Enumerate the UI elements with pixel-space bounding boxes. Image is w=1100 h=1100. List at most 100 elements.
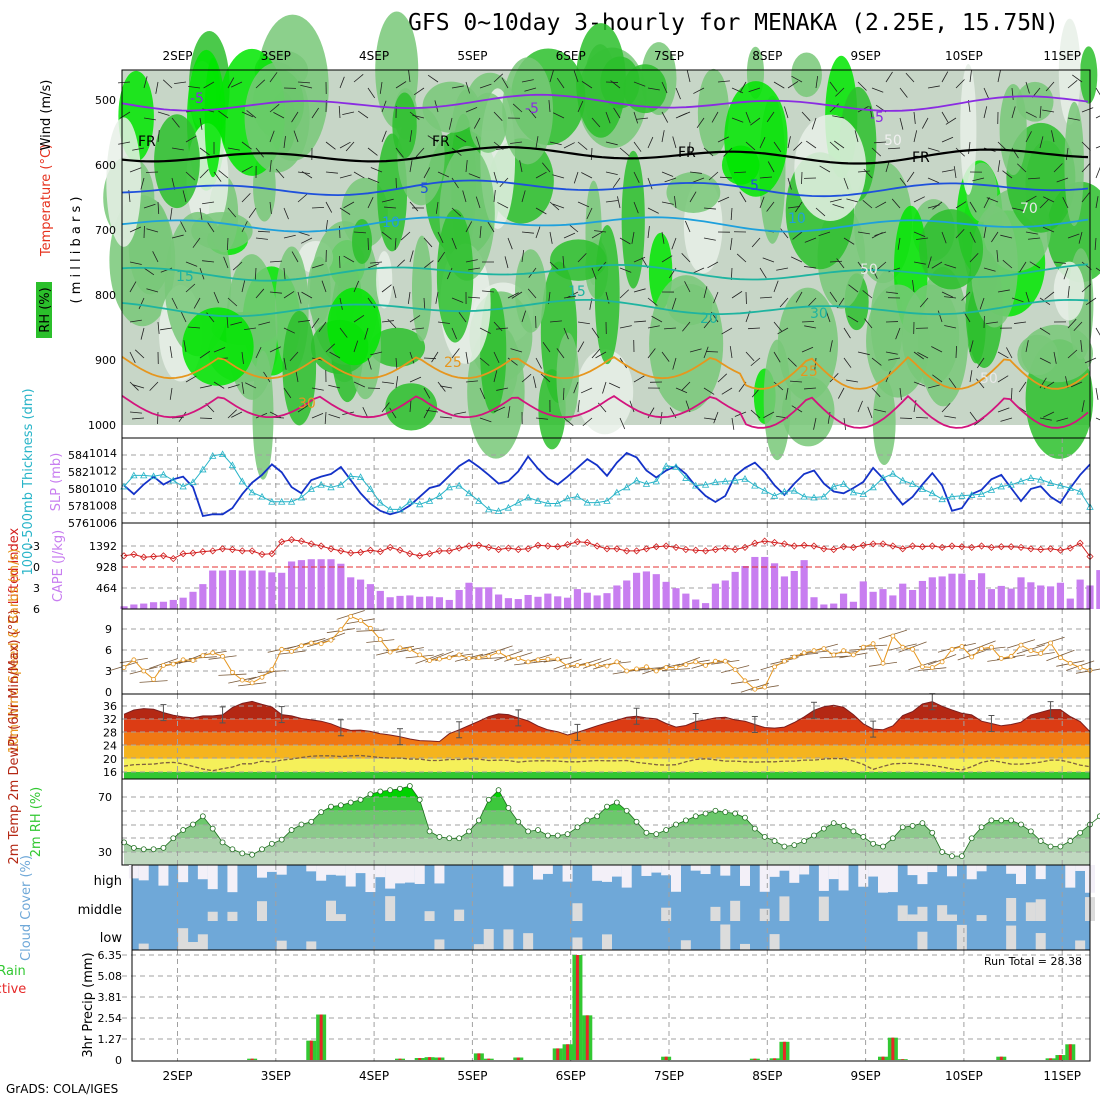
wind-barb <box>795 201 803 213</box>
wind-barb <box>745 141 756 151</box>
cloud-gap <box>700 865 711 875</box>
wind-barb <box>230 81 243 88</box>
wind-barb <box>435 201 439 214</box>
pressure-tick-label: 600 <box>95 159 116 172</box>
thickness-marker <box>869 483 877 491</box>
wind-barb <box>283 291 295 299</box>
cape-tick-label: 928 <box>96 561 117 574</box>
wind-barb <box>255 79 266 89</box>
wind-barb <box>869 106 873 119</box>
wind-barb <box>283 387 292 399</box>
wind-barb <box>745 111 751 124</box>
contour-label: 15 <box>568 284 586 300</box>
wind-barb <box>367 263 380 269</box>
thickness-marker <box>780 487 789 495</box>
wind-barb <box>339 297 343 310</box>
wind-barb <box>689 191 697 203</box>
li-marker <box>692 546 700 554</box>
wind-barb <box>479 417 492 423</box>
rh-shade <box>1021 324 1093 383</box>
wind-barb <box>535 207 547 215</box>
wind-barb <box>996 250 999 263</box>
rh-marker <box>209 825 216 832</box>
thickness-marker <box>889 469 897 477</box>
wind-barb <box>793 141 803 151</box>
wind-barb <box>927 384 940 389</box>
wind-barb <box>829 198 842 203</box>
cloud-gap <box>838 865 849 891</box>
contour-label: FR <box>678 145 696 161</box>
wind-barb <box>762 257 775 263</box>
wind-barb <box>381 231 392 240</box>
rh-marker <box>239 850 246 857</box>
wind-barb <box>791 75 803 83</box>
wind-barb <box>367 297 376 308</box>
wind-barb <box>367 147 378 156</box>
wind-barb <box>705 351 719 353</box>
total-rain-label: Total / Rain <box>0 964 26 979</box>
wind-barb <box>664 177 677 183</box>
wind-barb <box>427 135 439 143</box>
li-marker <box>682 545 690 554</box>
wind-barb <box>876 261 887 271</box>
cape-bar <box>948 573 956 609</box>
li-line <box>123 539 1091 560</box>
wind-barb <box>885 291 898 294</box>
precip-tick-label: 1.27 <box>98 1033 123 1046</box>
wind-marker <box>210 650 216 656</box>
wind-barb <box>917 352 929 359</box>
wind-barb <box>582 417 593 427</box>
cape-bar <box>435 597 444 609</box>
wind-barb <box>289 351 299 362</box>
wind-barb <box>693 87 705 94</box>
rh-marker <box>820 825 827 832</box>
wind-barb <box>751 237 761 248</box>
li-marker <box>790 542 798 550</box>
top-date-label: 7SEP <box>654 49 684 63</box>
wind-barb <box>157 130 160 143</box>
rh-band <box>124 838 1090 852</box>
wind-barb <box>1025 231 1038 235</box>
wind-barb <box>983 267 996 272</box>
cape-bar <box>830 603 838 609</box>
wind-barb <box>899 117 904 130</box>
wind-marker <box>722 658 728 664</box>
precip-conv-bar <box>753 1058 757 1060</box>
wind-barb <box>199 385 212 389</box>
cloud-gap <box>818 896 829 921</box>
rh-marker <box>850 828 857 835</box>
wind-barb <box>338 105 341 119</box>
li-marker <box>495 545 503 554</box>
li-tick-label: 0 <box>33 561 40 574</box>
wind-barb <box>1084 357 1097 364</box>
panel6-labels: 2m RH (%) <box>29 787 44 858</box>
li-marker <box>357 548 365 556</box>
wind-barb <box>339 327 348 338</box>
wind-barb <box>563 142 575 149</box>
rh-marker <box>535 827 541 833</box>
wind-barb <box>913 196 925 203</box>
rh-marker <box>564 831 571 838</box>
wind-barb <box>1025 291 1030 304</box>
wind-barb <box>1010 387 1013 401</box>
wind-barb <box>832 115 845 119</box>
rh-marker <box>732 810 739 817</box>
wind-barb <box>703 237 716 241</box>
cape-bar <box>504 598 513 609</box>
wind-barb <box>227 207 237 218</box>
wind-barb <box>384 206 397 209</box>
wind-barb <box>283 327 295 334</box>
wind-barb <box>409 351 415 364</box>
wind-barb <box>874 141 887 144</box>
cape-bar <box>603 593 611 609</box>
wind-barb <box>672 357 677 370</box>
contour-label: -5 <box>525 101 539 117</box>
wind-barb <box>556 77 565 89</box>
wind-marker <box>644 664 649 670</box>
wind-marker <box>900 644 906 650</box>
wind-barb <box>367 177 380 184</box>
wind-barb <box>1095 196 1099 209</box>
cloud-gap <box>661 865 672 876</box>
wind-marker <box>989 644 994 650</box>
wind-barb <box>263 371 271 383</box>
